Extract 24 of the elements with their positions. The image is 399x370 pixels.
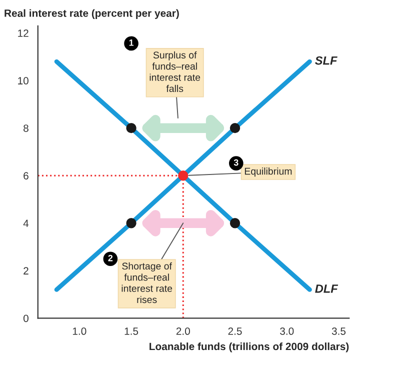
series-label: DLF <box>315 284 338 293</box>
x-tick-label: 3.0 <box>280 328 294 335</box>
y-tick-label: 0 <box>23 314 28 322</box>
y-tick-label: 6 <box>24 172 28 180</box>
y-tick-label: 8 <box>24 124 28 132</box>
x-axis-title: Loanable funds (trillions of 2009 dollars) <box>150 342 349 352</box>
y-tick-label: 10 <box>18 77 28 84</box>
y-tick-label: 4 <box>23 220 29 227</box>
annotation: Equilibrium <box>244 168 292 177</box>
annotation: Surplus of funds–real interest rate falls <box>150 51 200 92</box>
annotation: 2 <box>108 254 113 262</box>
series-label: SLF <box>315 56 338 65</box>
annotation: 3 <box>234 159 238 166</box>
annotation: 1 <box>129 40 134 46</box>
x-tick-label: 2.0 <box>176 328 190 335</box>
x-tick-label: 2.5 <box>228 328 242 335</box>
x-tick-label: 3.5 <box>332 328 346 335</box>
x-tick-label: 1.5 <box>124 328 138 335</box>
y-tick-label: 2 <box>24 267 28 274</box>
y-axis-title: Real interest rate (percent per year) <box>4 9 179 19</box>
line-series <box>54 59 312 292</box>
y-tick-label: 12 <box>18 30 28 37</box>
annotation: Shortage of funds–real interest rate rises <box>122 262 172 304</box>
x-tick-label: 1.0 <box>72 328 86 335</box>
